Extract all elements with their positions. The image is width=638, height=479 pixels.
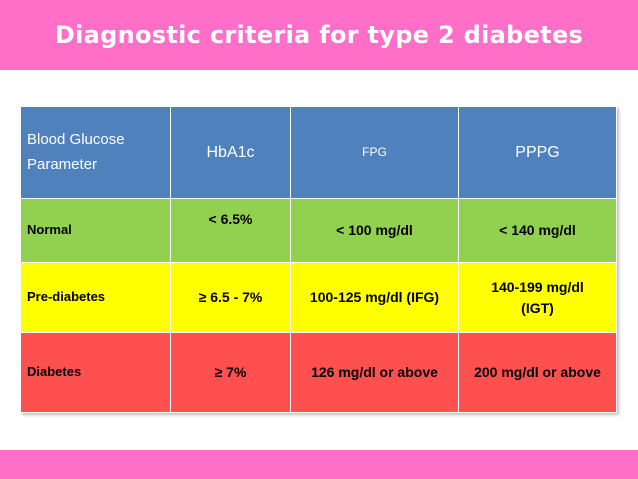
- header-fpg: FPG: [290, 106, 459, 199]
- row-label-diabetes: Diabetes: [20, 332, 171, 413]
- header-hba1c: HbA1c: [170, 106, 291, 199]
- cell-normal-fpg: < 100 mg/dl: [290, 198, 459, 263]
- cell-prediabetes-hba1c: ≥ 6.5 - 7%: [170, 262, 291, 333]
- title-bar: Diagnostic criteria for type 2 diabetes: [0, 0, 638, 70]
- cell-prediabetes-pppg: 140-199 mg/dl (IGT): [458, 262, 617, 333]
- slide-title: Diagnostic criteria for type 2 diabetes: [54, 21, 584, 49]
- footer-bar: [0, 450, 638, 479]
- table-row-normal: Normal < 6.5% < 100 mg/dl < 140 mg/dl: [20, 198, 617, 263]
- table-row-prediabetes: Pre-diabetes ≥ 6.5 - 7% 100-125 mg/dl (I…: [20, 262, 617, 333]
- table-row-diabetes: Diabetes ≥ 7% 126 mg/dl or above 200 mg/…: [20, 332, 617, 413]
- row-label-prediabetes: Pre-diabetes: [20, 262, 171, 333]
- header-blood-glucose-parameter: Blood Glucose Parameter: [20, 106, 171, 199]
- cell-prediabetes-fpg: 100-125 mg/dl (IFG): [290, 262, 459, 333]
- header-pppg: PPPG: [458, 106, 617, 199]
- cell-normal-hba1c: < 6.5%: [170, 198, 291, 263]
- diagnostic-criteria-table: Blood Glucose Parameter HbA1c FPG PPPG N…: [20, 106, 617, 413]
- cell-diabetes-pppg: 200 mg/dl or above: [458, 332, 617, 413]
- row-label-normal: Normal: [20, 198, 171, 263]
- cell-diabetes-fpg: 126 mg/dl or above: [290, 332, 459, 413]
- cell-normal-pppg: < 140 mg/dl: [458, 198, 617, 263]
- table-header-row: Blood Glucose Parameter HbA1c FPG PPPG: [20, 106, 617, 199]
- cell-diabetes-hba1c: ≥ 7%: [170, 332, 291, 413]
